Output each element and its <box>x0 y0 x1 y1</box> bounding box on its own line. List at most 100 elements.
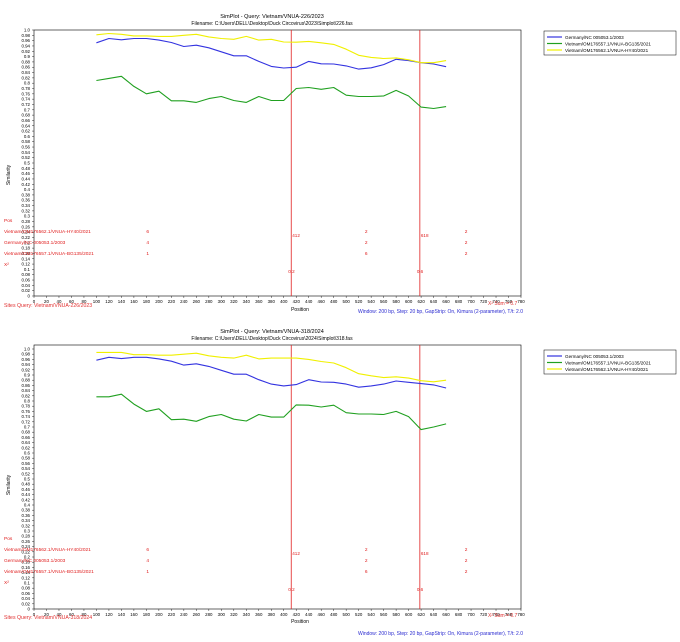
legend: Germany/NC 005053.1/2003 Vietnam/OM17655… <box>543 349 677 375</box>
x-tick-label: 460 <box>318 299 326 304</box>
x-tick-label: 40 <box>57 612 62 617</box>
x-tick-label: 340 <box>243 612 251 617</box>
x-tick-label: 520 <box>355 612 363 617</box>
y-tick-label: 0.28 <box>21 534 30 539</box>
y-tick-label: 0 <box>28 607 31 612</box>
x-tick-label: 260 <box>193 612 201 617</box>
y-tick-label: 0.82 <box>21 393 30 398</box>
x-tick-label: 720 <box>480 299 488 304</box>
x-tick-label: 260 <box>193 299 201 304</box>
y-tick-label: 0.92 <box>21 49 30 54</box>
info-row-label: Vietnam/OM176562.1/VNUA-HY40/2021 <box>4 229 91 235</box>
x-tick-label: 40 <box>57 299 62 304</box>
y-tick-label: 0.76 <box>21 91 30 96</box>
y-tick-label: 0.52 <box>21 471 30 476</box>
x-tick-label: 180 <box>143 299 151 304</box>
info-row-label: Pos <box>4 218 13 224</box>
y-tick-label: 0.36 <box>21 513 30 518</box>
info-row-value: 2 <box>365 229 368 235</box>
y-tick-label: 0.92 <box>21 367 30 372</box>
y-tick-label: 0.46 <box>21 487 30 492</box>
y-tick-label: 0.14 <box>21 570 30 575</box>
series-lines <box>96 351 447 431</box>
y-tick-label: 0.66 <box>21 435 30 440</box>
x-tick-label: 200 <box>155 612 163 617</box>
info-row-label: Vietnam/OM176562.1/VNUA-HY40/2021 <box>4 547 91 553</box>
series-line <box>96 393 447 431</box>
y-tick-label: 0.22 <box>21 549 30 554</box>
legend-entry: Vietnam/OM176562.1/VNUA-HY40/2021 <box>565 367 649 372</box>
x-tick-label: 380 <box>268 612 276 617</box>
plot-frame <box>33 344 522 610</box>
x-tick-label: 600 <box>405 299 413 304</box>
x-tick-label: 220 <box>168 612 176 617</box>
y-tick-label: 0.54 <box>21 466 30 471</box>
info-row-value: 6 <box>365 251 368 257</box>
info-row-value: 4 <box>146 240 149 246</box>
x-tick-label: 520 <box>355 299 363 304</box>
y-tick-label: 0.88 <box>21 378 30 383</box>
x-axis-label: Position <box>291 307 309 313</box>
info-row-value: 6 <box>146 547 149 553</box>
x-tick-label: 620 <box>417 299 425 304</box>
x-tick-label: 420 <box>293 299 301 304</box>
x-tick-label: 640 <box>430 299 438 304</box>
info-row-value: 4 <box>146 558 149 564</box>
y-tick-label: 0.24 <box>21 230 30 235</box>
informative-sites-table: Pos Vietnam/OM176562.1/VNUA-HY40/2021 6 2 2 G… <box>4 536 468 586</box>
chart-title: SimPlot - Query: Vietnam/VNUA-318/2024 <box>220 329 324 335</box>
x-tick-label: 380 <box>268 299 276 304</box>
x-axis-ticks: 0 20 40 60 80 100 120 140 160 180 200 220 240 260 280 3… <box>33 609 525 617</box>
x-tick-label: 320 <box>230 299 238 304</box>
y-tick-label: 0.68 <box>21 113 30 118</box>
x-tick-label: 100 <box>93 612 101 617</box>
info-row-value: 2 <box>465 229 468 235</box>
sites-query-label: Sites Query: Vietnam/VNUA-226/2023 <box>4 303 92 309</box>
x-tick-label: 680 <box>455 299 463 304</box>
x-tick-label: 740 <box>492 612 500 617</box>
x2-sum-label: X² Sum = 0.7 <box>488 613 518 619</box>
x-tick-label: 120 <box>105 299 113 304</box>
legend-box <box>543 30 677 56</box>
y-tick-label: 0.9 <box>24 373 31 378</box>
y-tick-label: 0.48 <box>21 166 30 171</box>
x-tick-label: 140 <box>118 299 126 304</box>
y-axis-label: Similarity <box>6 164 12 185</box>
window-settings-label: Window: 200 bp, Step: 20 bp, GapStrip: O… <box>358 309 523 315</box>
breakpoint-x2-label: 0.2 <box>288 269 295 274</box>
y-tick-label: 0.34 <box>21 518 30 523</box>
x-tick-label: 760 <box>505 299 513 304</box>
legend-entry: Vietnam/OM176557.1/VNUA-BG135/2021 <box>565 361 651 366</box>
x-tick-label: 80 <box>82 612 87 617</box>
x-tick-label: 660 <box>442 612 450 617</box>
y-tick-label: 0.3 <box>24 529 31 534</box>
y-tick-label: 0.98 <box>21 33 30 38</box>
breakpoints: 412 0.2 618 0.6 <box>288 30 429 296</box>
x-tick-label: 660 <box>442 299 450 304</box>
series-line <box>96 356 447 389</box>
y-tick-label: 0.86 <box>21 65 30 70</box>
y-tick-label: 0.5 <box>24 477 31 482</box>
x-tick-label: 780 <box>517 612 525 617</box>
y-tick-label: 0.32 <box>21 208 30 213</box>
info-row-value: 1 <box>146 251 149 257</box>
y-tick-label: 0.04 <box>21 596 30 601</box>
x-tick-label: 500 <box>343 299 351 304</box>
y-tick-label: 0.62 <box>21 445 30 450</box>
y-tick-label: 0.32 <box>21 523 30 528</box>
x-tick-label: 180 <box>143 612 151 617</box>
y-tick-label: 0.96 <box>21 38 30 43</box>
x-tick-label: 560 <box>380 299 388 304</box>
y-tick-label: 0.96 <box>21 357 30 362</box>
x-tick-label: 460 <box>318 612 326 617</box>
y-tick-label: 0.94 <box>21 362 30 367</box>
x-tick-label: 480 <box>330 299 338 304</box>
legend-entry: Germany/NC 005053.1/2003 <box>565 354 624 359</box>
legend-entry: Germany/NC 005053.1/2003 <box>565 35 624 40</box>
info-row-label: Germany/NC 005053.1/2003 <box>4 240 66 246</box>
x-tick-label: 700 <box>467 299 475 304</box>
info-row-value: 2 <box>465 240 468 246</box>
y-tick-label: 0.56 <box>21 145 30 150</box>
y-tick-label: 0.58 <box>21 139 30 144</box>
y-tick-label: 0.06 <box>21 591 30 596</box>
